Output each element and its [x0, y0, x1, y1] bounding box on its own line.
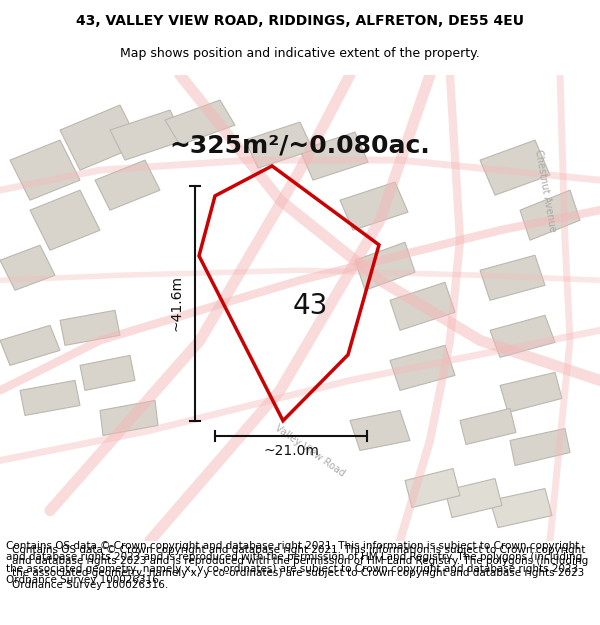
- Polygon shape: [340, 182, 408, 230]
- Polygon shape: [10, 140, 80, 200]
- Polygon shape: [300, 132, 368, 180]
- Polygon shape: [405, 469, 460, 508]
- Polygon shape: [445, 479, 502, 518]
- Text: Chestnut Avenue: Chestnut Avenue: [533, 149, 557, 233]
- Text: Valley View Road: Valley View Road: [273, 422, 347, 479]
- Polygon shape: [245, 122, 313, 168]
- Polygon shape: [60, 311, 120, 346]
- Text: 43, VALLEY VIEW ROAD, RIDDINGS, ALFRETON, DE55 4EU: 43, VALLEY VIEW ROAD, RIDDINGS, ALFRETON…: [76, 14, 524, 28]
- Text: ~325m²/~0.080ac.: ~325m²/~0.080ac.: [170, 134, 430, 158]
- Polygon shape: [480, 140, 550, 195]
- Polygon shape: [390, 346, 455, 391]
- Polygon shape: [520, 190, 580, 240]
- Polygon shape: [165, 100, 235, 145]
- Polygon shape: [20, 381, 80, 416]
- Polygon shape: [460, 409, 516, 444]
- Polygon shape: [30, 190, 100, 250]
- Polygon shape: [100, 401, 158, 436]
- Polygon shape: [390, 282, 455, 331]
- Polygon shape: [80, 356, 135, 391]
- Polygon shape: [490, 489, 552, 528]
- Polygon shape: [110, 110, 185, 160]
- Polygon shape: [500, 372, 562, 413]
- Polygon shape: [95, 160, 160, 210]
- Polygon shape: [60, 105, 140, 170]
- Polygon shape: [0, 326, 60, 366]
- Polygon shape: [490, 316, 555, 357]
- Text: ~21.0m: ~21.0m: [263, 444, 319, 458]
- Text: Contains OS data © Crown copyright and database right 2021. This information is : Contains OS data © Crown copyright and d…: [12, 545, 588, 589]
- Text: 43: 43: [292, 292, 328, 320]
- Polygon shape: [350, 411, 410, 451]
- Polygon shape: [355, 242, 415, 290]
- Polygon shape: [510, 429, 570, 466]
- Text: Map shows position and indicative extent of the property.: Map shows position and indicative extent…: [120, 48, 480, 61]
- Text: ~41.6m: ~41.6m: [170, 276, 184, 331]
- Polygon shape: [0, 245, 55, 290]
- Polygon shape: [480, 255, 545, 300]
- Text: Contains OS data © Crown copyright and database right 2021. This information is : Contains OS data © Crown copyright and d…: [6, 541, 582, 586]
